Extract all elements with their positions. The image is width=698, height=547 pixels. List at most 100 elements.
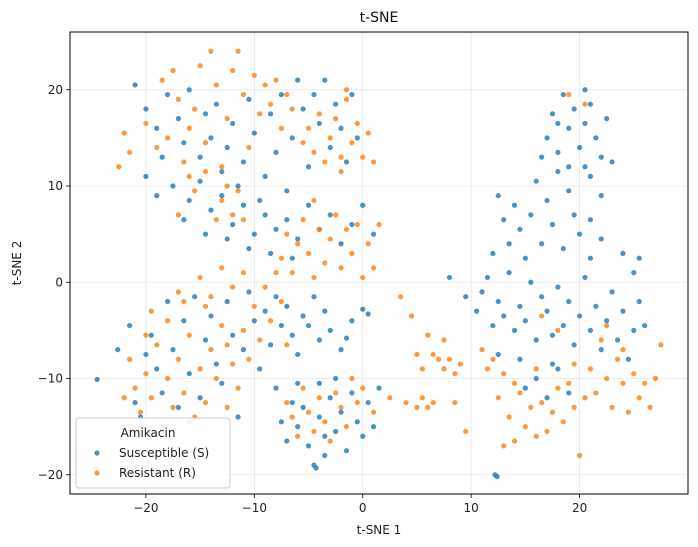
- susceptible-point: [219, 193, 225, 199]
- susceptible-point: [289, 332, 295, 338]
- resistant-point: [246, 356, 252, 362]
- susceptible-point: [370, 424, 377, 430]
- susceptible-point: [300, 313, 306, 319]
- x-tick-label: −10: [242, 501, 267, 515]
- susceptible-point: [284, 188, 290, 194]
- resistant-point: [376, 221, 382, 228]
- resistant-point: [403, 399, 409, 406]
- susceptible-point: [251, 130, 257, 136]
- resistant-point: [116, 164, 122, 170]
- susceptible-point: [181, 217, 187, 223]
- resistant-point: [202, 399, 209, 406]
- resistant-point: [511, 380, 518, 386]
- resistant-point: [539, 313, 545, 319]
- susceptible-point: [159, 154, 165, 160]
- susceptible-point: [148, 332, 154, 338]
- susceptible-point: [213, 101, 219, 107]
- susceptible-point: [533, 337, 539, 343]
- susceptible-point: [620, 250, 626, 256]
- susceptible-point: [463, 294, 469, 300]
- resistant-point: [186, 125, 192, 131]
- y-tick-label: 20: [48, 83, 63, 97]
- susceptible-point: [295, 351, 301, 358]
- resistant-point: [213, 375, 219, 382]
- susceptible-point: [598, 154, 604, 160]
- susceptible-point: [539, 241, 545, 247]
- resistant-point: [452, 371, 458, 377]
- resistant-point: [240, 327, 247, 333]
- susceptible-point: [170, 183, 176, 189]
- resistant-point: [338, 154, 344, 160]
- susceptible-point: [181, 140, 187, 146]
- susceptible-point: [186, 371, 192, 377]
- resistant-point: [430, 351, 436, 358]
- susceptible-point: [631, 270, 637, 276]
- susceptible-point: [511, 327, 518, 333]
- susceptible-point: [587, 173, 594, 179]
- susceptible-point: [360, 306, 366, 312]
- susceptible-point: [295, 380, 301, 386]
- susceptible-point: [566, 188, 572, 194]
- resistant-point: [262, 82, 268, 88]
- susceptible-point: [262, 212, 268, 218]
- resistant-point: [284, 399, 290, 406]
- susceptible-point: [316, 120, 322, 127]
- susceptible-point: [311, 91, 317, 98]
- resistant-point: [571, 361, 577, 367]
- resistant-point: [219, 265, 225, 271]
- susceptible-point: [533, 375, 539, 382]
- susceptible-point: [240, 202, 247, 208]
- susceptible-point: [143, 173, 149, 179]
- resistant-point: [219, 164, 225, 170]
- resistant-point: [642, 380, 648, 386]
- resistant-point: [289, 106, 295, 112]
- resistant-point: [273, 270, 279, 276]
- resistant-point: [164, 135, 171, 141]
- susceptible-point: [555, 284, 561, 290]
- susceptible-point: [506, 270, 512, 276]
- resistant-point: [240, 270, 247, 276]
- resistant-point: [636, 395, 642, 401]
- susceptible-point: [132, 399, 138, 406]
- susceptible-point: [506, 241, 512, 247]
- resistant-point: [338, 404, 344, 410]
- resistant-point: [604, 322, 610, 329]
- resistant-point: [267, 318, 274, 324]
- resistant-point: [311, 197, 317, 204]
- susceptible-point: [349, 390, 355, 396]
- resistant-point: [311, 149, 317, 155]
- susceptible-point: [609, 159, 615, 165]
- resistant-point: [240, 91, 247, 98]
- resistant-point: [658, 342, 664, 348]
- resistant-point: [333, 212, 339, 218]
- resistant-point: [235, 385, 241, 391]
- resistant-point: [284, 231, 290, 237]
- resistant-point: [598, 337, 604, 343]
- susceptible-point: [494, 474, 500, 480]
- resistant-point: [170, 404, 176, 410]
- resistant-point: [121, 395, 127, 401]
- resistant-point: [197, 366, 203, 372]
- resistant-point: [398, 294, 404, 300]
- x-tick-label: 0: [359, 501, 367, 515]
- resistant-point: [501, 371, 507, 377]
- resistant-point: [246, 144, 252, 151]
- resistant-point: [295, 433, 301, 439]
- susceptible-point: [517, 303, 523, 309]
- resistant-point: [267, 101, 274, 107]
- susceptible-point: [197, 395, 203, 401]
- susceptible-point: [560, 91, 566, 98]
- susceptible-point: [365, 399, 371, 406]
- susceptible-point: [582, 87, 588, 93]
- resistant-point: [333, 116, 339, 122]
- legend-marker-resistant: [94, 470, 100, 476]
- susceptible-point: [501, 313, 507, 319]
- susceptible-point: [593, 303, 599, 309]
- resistant-point: [164, 318, 171, 324]
- resistant-point: [555, 385, 561, 391]
- susceptible-point: [273, 385, 279, 391]
- resistant-point: [522, 424, 528, 430]
- susceptible-point: [127, 322, 133, 329]
- resistant-point: [284, 91, 290, 98]
- susceptible-point: [560, 322, 566, 329]
